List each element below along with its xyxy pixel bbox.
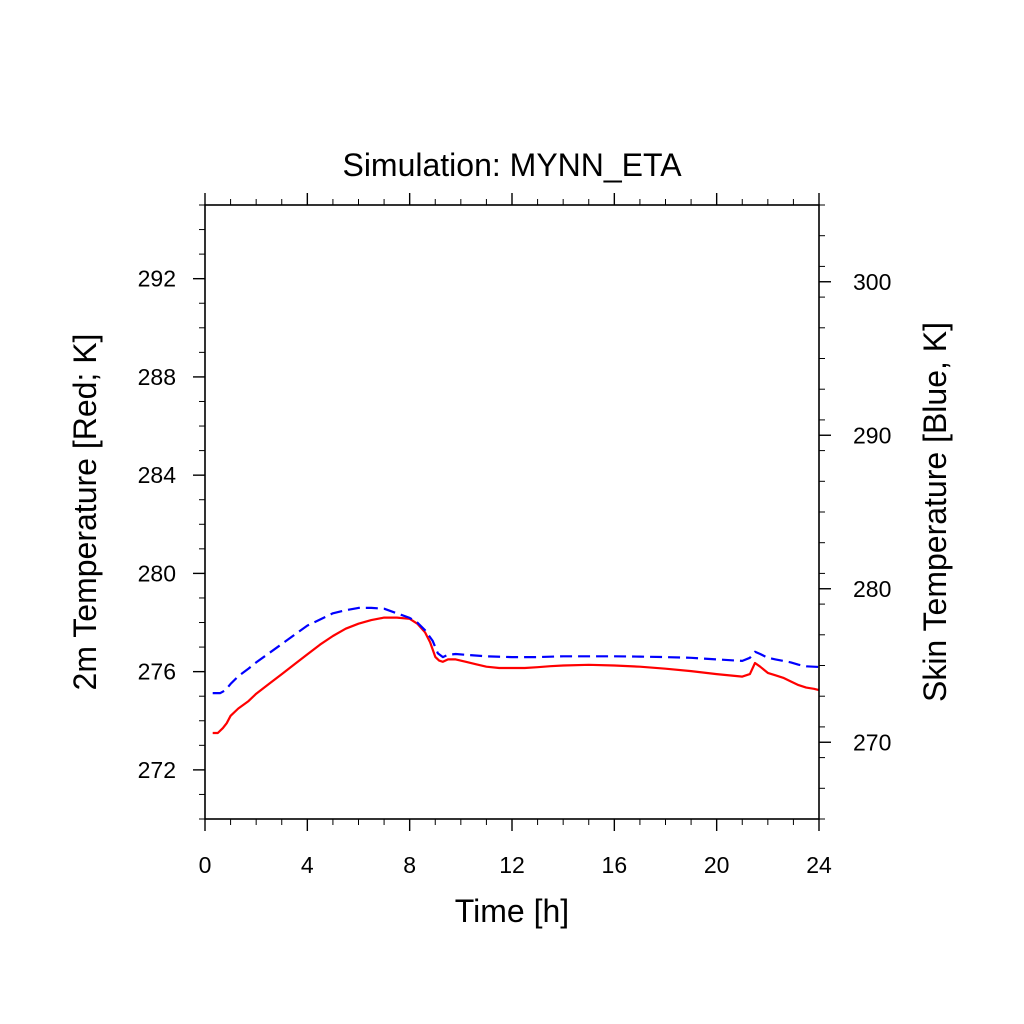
x-tick-label: 0: [199, 852, 212, 878]
y-left-tick-label: 280: [138, 560, 176, 586]
y-right-tick-label: 280: [853, 576, 891, 602]
y-right-tick-label: 290: [853, 422, 891, 448]
x-tick-label: 12: [499, 852, 525, 878]
x-tick-label: 8: [403, 852, 416, 878]
y-axis-title-left: 2m Temperature [Red; K]: [67, 334, 103, 691]
y-axis-title-right: Skin Temperature [Blue, K]: [917, 322, 953, 702]
y-right-tick-label: 300: [853, 269, 891, 295]
y-left-tick-label: 292: [138, 266, 176, 292]
series-layer: [212, 606, 820, 735]
x-tick-label: 16: [602, 852, 628, 878]
y-left-tick-label: 272: [138, 757, 176, 783]
chart-title: Simulation: MYNN_ETA: [342, 147, 682, 183]
tick-layer: 0 4 8 12 16 20 24 272 276 280 284 288 292 270 280 290 30…: [138, 193, 891, 878]
x-tick-label: 20: [704, 852, 730, 878]
y-left-tick-label: 288: [138, 364, 176, 390]
x-axis-title: Time [h]: [455, 893, 569, 929]
x-tick-label: 24: [806, 852, 832, 878]
series-2m-temperature-line: [212, 616, 820, 735]
y-left-tick-label: 276: [138, 659, 176, 685]
y-right-tick-label: 270: [853, 729, 891, 755]
series-skin-temperature-line: [212, 606, 820, 695]
x-tick-label: 4: [301, 852, 314, 878]
y-left-tick-label: 284: [138, 462, 177, 488]
